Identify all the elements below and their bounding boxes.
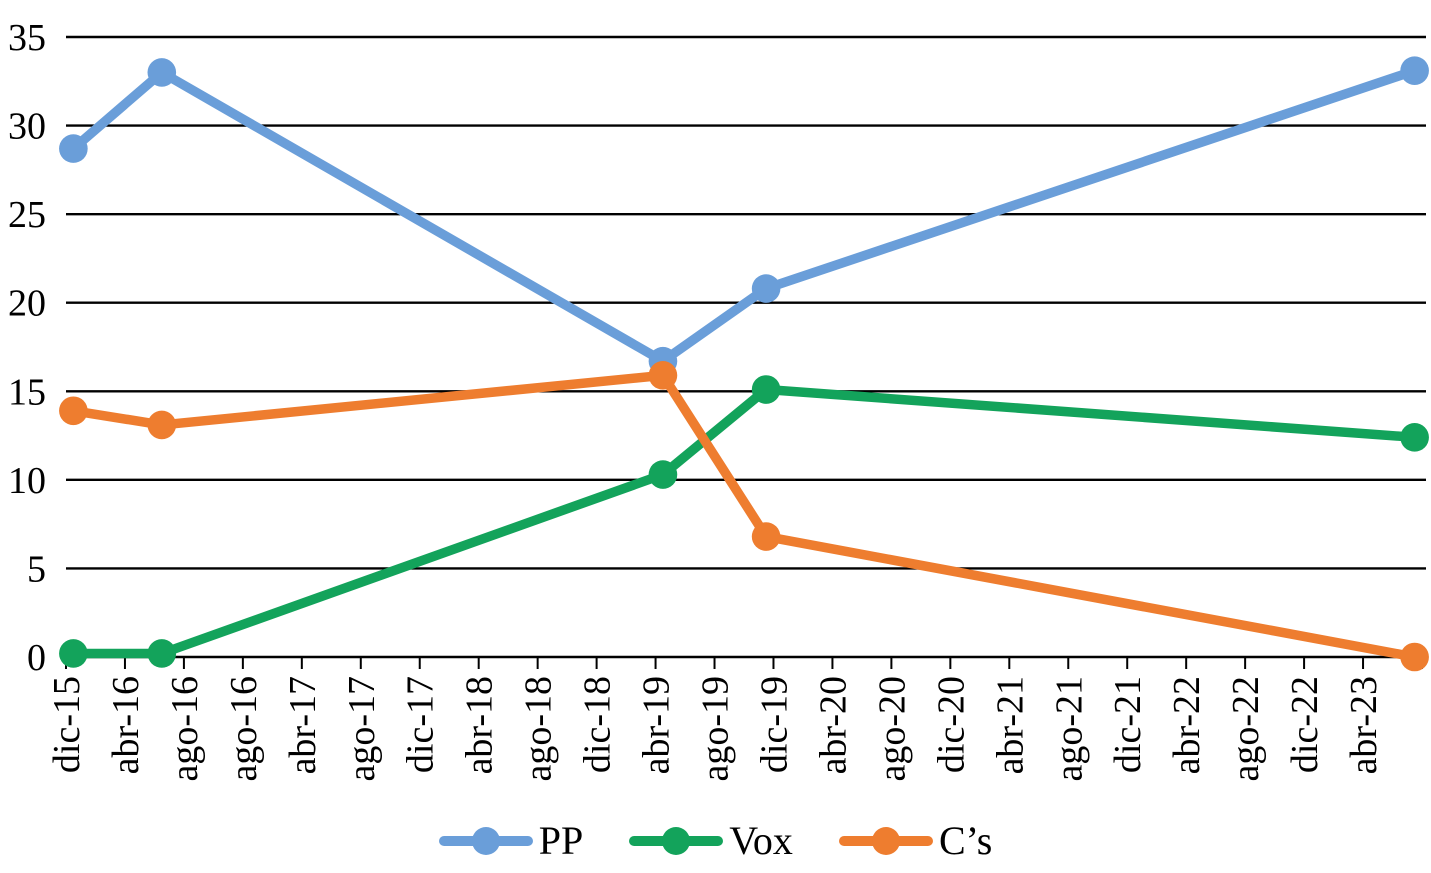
x-tick-label: dic-18 — [577, 676, 619, 773]
x-tick-label: abr-18 — [459, 676, 501, 774]
y-tick-label: 25 — [8, 194, 46, 236]
legend-label-cs: C’s — [938, 817, 993, 863]
data-point-vox — [147, 639, 177, 668]
legend-dot-icon — [871, 826, 900, 855]
legend-label-pp: PP — [538, 817, 584, 863]
x-tick-label: abr-16 — [105, 676, 147, 774]
data-point-pp — [59, 134, 88, 163]
x-tick-label: dic-19 — [753, 676, 795, 773]
legend-swatch-cs — [838, 826, 933, 856]
y-tick-label: 20 — [8, 283, 46, 325]
x-tick-label: dic-21 — [1107, 676, 1149, 773]
x-tick-label: abr-23 — [1343, 676, 1385, 774]
data-point-cs — [648, 361, 678, 390]
series-line-vox — [68, 384, 1420, 659]
data-point-cs — [751, 522, 781, 551]
x-tick-label: ago-19 — [695, 676, 737, 782]
x-tick-label: dic-15 — [46, 676, 88, 773]
legend-swatch-pp — [438, 826, 533, 856]
series-line-pp — [68, 65, 1420, 366]
y-tick-label: 15 — [8, 371, 46, 413]
y-tick-label: 10 — [8, 460, 46, 502]
x-tick-label: ago-16 — [164, 676, 206, 782]
legend-item-vox: Vox — [629, 817, 793, 863]
data-point-vox — [751, 375, 781, 404]
data-point-cs — [59, 396, 88, 426]
data-point-pp — [147, 58, 177, 87]
legend-dot-icon — [471, 826, 500, 855]
plot-area: 0 5 10 15 20 25 30 35 dic-15 abr-16 ago-16 ago-16 ab… — [8, 17, 1429, 782]
data-point-pp — [1400, 56, 1429, 85]
data-point-vox — [1400, 423, 1429, 452]
x-tick-label: abr-17 — [282, 676, 324, 774]
data-point-vox — [59, 639, 88, 668]
x-tick-label: abr-21 — [989, 676, 1031, 774]
x-tick-label: dic-20 — [930, 676, 972, 773]
x-tick-label: abr-22 — [1166, 676, 1208, 774]
x-tick-label: ago-20 — [871, 676, 913, 782]
legend-item-cs: C’s — [838, 817, 993, 863]
data-point-pp — [751, 274, 781, 303]
y-tick-label: 5 — [27, 548, 46, 590]
legend-label-vox: Vox — [729, 817, 793, 863]
legend-item-pp: PP — [438, 817, 584, 863]
data-point-vox — [648, 460, 678, 489]
x-tick-label: abr-20 — [812, 676, 854, 774]
data-point-cs — [147, 410, 177, 440]
y-tick-label: 35 — [8, 17, 46, 59]
x-tick-label: dic-22 — [1284, 676, 1326, 773]
x-tick-label: ago-21 — [1048, 676, 1090, 782]
chart-legend: PP Vox C’s — [0, 808, 1431, 873]
x-tick-label: ago-17 — [341, 676, 383, 782]
y-tick-label: 0 — [27, 637, 46, 679]
x-tick-label: ago-16 — [223, 676, 265, 782]
x-tick-label: dic-17 — [400, 676, 442, 773]
x-tick-label: ago-18 — [518, 676, 560, 782]
x-tick-label: abr-19 — [636, 676, 678, 774]
legend-dot-icon — [662, 826, 691, 855]
legend-swatch-vox — [629, 826, 724, 856]
y-tick-label: 30 — [8, 106, 46, 148]
x-tick-label: ago-22 — [1225, 676, 1267, 782]
data-point-cs — [1400, 642, 1429, 672]
